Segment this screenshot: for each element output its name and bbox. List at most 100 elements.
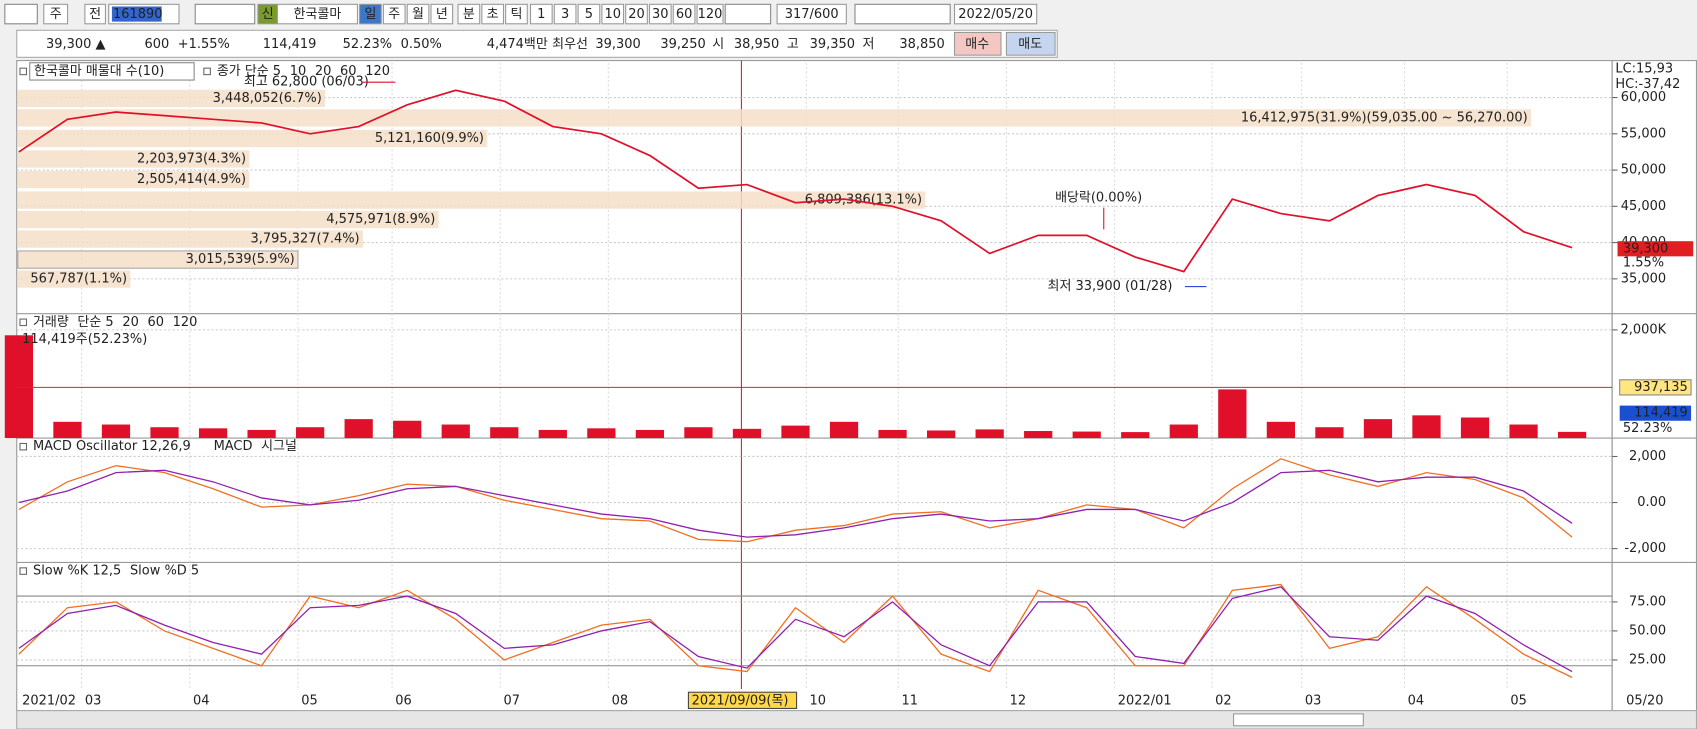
quote-value: 52.23% [343,37,392,52]
toolbar-button[interactable] [430,3,454,25]
last-price: 39,300 [1623,241,1668,256]
toolbar-button[interactable] [625,3,648,25]
volume-bar [247,429,276,439]
menu-icon[interactable] [4,3,38,25]
volume-bar [829,421,859,439]
quote-value: 고 [787,37,799,52]
volume-bar [101,424,131,439]
toolbar-button[interactable] [648,3,672,25]
date-label: 04 [1408,693,1425,708]
volume-profile-label: 3,015,539(5.9%) [186,252,295,267]
toolbar-button[interactable] [601,3,625,25]
toolbar-button[interactable] [577,3,601,25]
quote-value: 4,474백만 [487,37,548,52]
toolbar-button[interactable] [457,3,481,25]
volume-bar [587,428,616,439]
series-line [18,469,1573,538]
label-box [1619,379,1692,396]
volume-bar [1218,389,1247,439]
empty-input[interactable] [724,3,772,25]
volume-bar [1121,432,1150,439]
toolbar-button[interactable] [953,3,1038,25]
legend-entry: MACD [214,439,253,454]
toolbar-button[interactable] [553,3,577,25]
lc-label: LC:15,93 [1615,62,1673,77]
volume-profile-label: 3,448,052(6.7%) [213,91,322,106]
toolbar-button[interactable] [382,3,406,25]
tool-icons[interactable] [194,3,256,25]
quote-value: +1.55% [178,37,230,52]
toolbar-label: 년 [436,7,448,22]
y-tick-label: 0.00 [1637,495,1666,510]
volume-bar [198,428,228,439]
volume-profile-band [17,191,926,209]
toolbar-button[interactable] [276,3,358,25]
volume-profile-label: 16,412,975(31.9%)(59,035.00 ~ 56,270.00) [1241,110,1528,125]
legend-entry: 60 [147,315,164,330]
toolbar-label: 10 [604,7,621,22]
code-highlight [111,6,162,22]
legend-entry: 20 [315,64,332,79]
toolbar-label: 30 [652,7,669,22]
legend-square [19,67,28,76]
toolbar-button[interactable] [505,3,528,25]
date-label: 11 [901,693,918,708]
toolbar-label: 20 [628,7,645,22]
scrollbar[interactable] [16,710,1697,729]
toolbar-button[interactable] [529,3,553,25]
toolbar-label: 317/600 [785,7,839,22]
toolbar-label: 한국콜마 [294,7,342,22]
toolbar-label: 주 [50,7,62,22]
volume-profile-band [17,170,250,189]
toolbar-label: 일 [364,7,376,22]
volume-bar [4,335,34,439]
volume-bar [441,424,470,439]
date-label: 06 [395,693,412,708]
quote-value: 39,300 [595,37,640,52]
date-label: 2021/02 [22,693,76,708]
quote-value: 시 [712,37,724,52]
scroll-thumb[interactable] [1233,713,1364,727]
volume-profile-band [17,230,363,248]
volume-profile-label: 3,795,327(7.4%) [251,232,360,247]
title-box [29,62,195,81]
toolbar-label: 1 [537,7,545,22]
y-tick-label: 55,000 [1621,126,1666,141]
quote-value: 저 [863,37,875,52]
volume-bar [1460,417,1490,439]
last-volume-ratio: 52.23% [1623,421,1672,436]
hc-label: HC:-37,42 [1615,77,1680,92]
toolbar-button[interactable] [359,3,382,25]
label-box [1619,405,1692,421]
legend-entry: 종가 단순 5 [217,64,281,79]
toolbar-button[interactable] [672,3,696,25]
chart-area [16,60,1697,712]
volume-bar [926,430,956,439]
date-label: 12 [1010,693,1027,708]
date-label: 10 [810,693,827,708]
toolbar-label: 2022/05/20 [958,7,1033,22]
legend-entry: 60 [340,64,357,79]
volume-bar [635,429,665,439]
toolbar-button[interactable] [84,3,106,25]
volume-profile-band [17,250,299,269]
y-tick-label: -2,000 [1624,541,1666,556]
y-tick-label: 2,000K [1621,322,1667,337]
order-button[interactable] [953,31,1002,56]
legend-entry: Slow %D 5 [130,564,199,579]
order-button[interactable] [1005,31,1056,56]
toolbar-button[interactable] [776,3,847,25]
volume-bar [975,429,1004,439]
toolbar-button[interactable] [696,3,724,25]
toolbar-button[interactable] [43,3,69,25]
tool-icons[interactable] [854,3,951,25]
date-label: 03 [85,693,102,708]
volume-bar [732,428,762,439]
toolbar-button[interactable] [481,3,505,25]
toolbar-button[interactable] [406,3,430,25]
date-label: 05 [301,693,318,708]
y-tick-label: 60,000 [1621,90,1666,105]
volume-profile-band [17,109,1531,127]
